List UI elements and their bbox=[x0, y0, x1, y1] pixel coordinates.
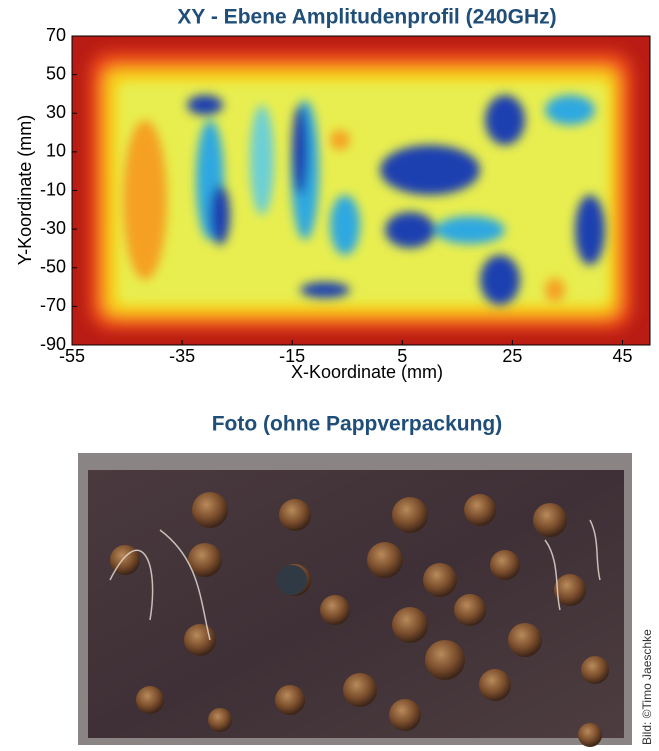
page: XY - Ebene Amplitudenprofil (240GHz) bbox=[0, 0, 659, 751]
heatmap bbox=[72, 36, 650, 345]
chart-title: XY - Ebene Amplitudenprofil (240GHz) bbox=[177, 6, 556, 29]
y-tick-label: -70 bbox=[40, 295, 66, 315]
y-tick-label: -50 bbox=[40, 257, 66, 277]
x-tick-label: -35 bbox=[169, 346, 195, 366]
photo bbox=[78, 453, 632, 747]
x-axis-label: X-Koordinate (mm) bbox=[291, 362, 443, 382]
photo-title: Foto (ohne Pappverpackung) bbox=[212, 413, 503, 436]
y-tick-label: -10 bbox=[40, 179, 66, 199]
x-tick-label: 45 bbox=[612, 346, 632, 366]
photo-credit: Bild: ©Timo Jaeschke bbox=[640, 629, 654, 745]
y-tick-label: -30 bbox=[40, 218, 66, 238]
y-axis-label: Y-Koordinate (mm) bbox=[15, 115, 35, 265]
x-tick-label: 25 bbox=[502, 346, 522, 366]
y-tick-label: -90 bbox=[40, 334, 66, 354]
y-tick-label: 10 bbox=[46, 141, 66, 161]
y-tick-label: 30 bbox=[46, 102, 66, 122]
y-tick-label: 50 bbox=[46, 63, 66, 83]
y-tick-label: 70 bbox=[46, 25, 66, 45]
